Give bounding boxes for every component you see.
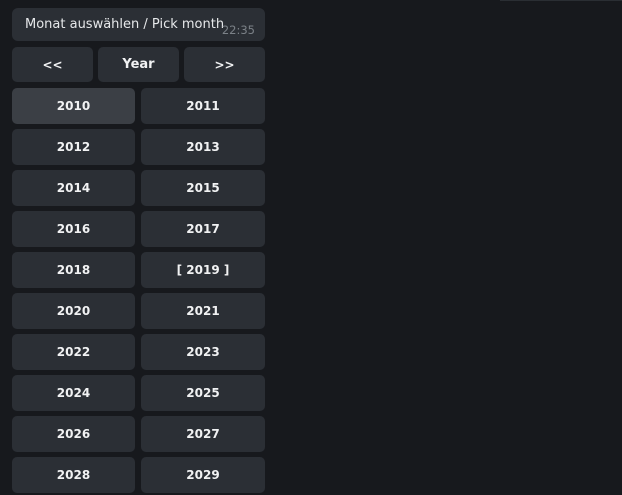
divider — [500, 0, 622, 1]
year-button-2018[interactable]: 2018 — [12, 252, 135, 288]
year-button-2029[interactable]: 2029 — [141, 457, 265, 493]
year-button-2026[interactable]: 2026 — [12, 416, 135, 452]
year-button[interactable]: Year — [98, 47, 179, 82]
year-button-2016[interactable]: 2016 — [12, 211, 135, 247]
year-button-2015[interactable]: 2015 — [141, 170, 265, 206]
year-button-2027[interactable]: 2027 — [141, 416, 265, 452]
year-button-2019[interactable]: [ 2019 ] — [141, 252, 265, 288]
year-button-2012[interactable]: 2012 — [12, 129, 135, 165]
year-button-2010[interactable]: 2010 — [12, 88, 135, 124]
year-button-2025[interactable]: 2025 — [141, 375, 265, 411]
year-button-2014[interactable]: 2014 — [12, 170, 135, 206]
year-button-2022[interactable]: 2022 — [12, 334, 135, 370]
message-text: Monat auswählen / Pick month — [25, 17, 225, 32]
year-button-2013[interactable]: 2013 — [141, 129, 265, 165]
year-button-2021[interactable]: 2021 — [141, 293, 265, 329]
prev-button[interactable]: << — [12, 47, 93, 82]
message-bubble: Monat auswählen / Pick month 22:35 — [12, 8, 265, 41]
next-button[interactable]: >> — [184, 47, 265, 82]
year-button-2020[interactable]: 2020 — [12, 293, 135, 329]
year-button-2011[interactable]: 2011 — [141, 88, 265, 124]
year-button-2024[interactable]: 2024 — [12, 375, 135, 411]
year-button-2017[interactable]: 2017 — [141, 211, 265, 247]
message-time: 22:35 — [221, 23, 255, 37]
year-button-2023[interactable]: 2023 — [141, 334, 265, 370]
year-button-2028[interactable]: 2028 — [12, 457, 135, 493]
